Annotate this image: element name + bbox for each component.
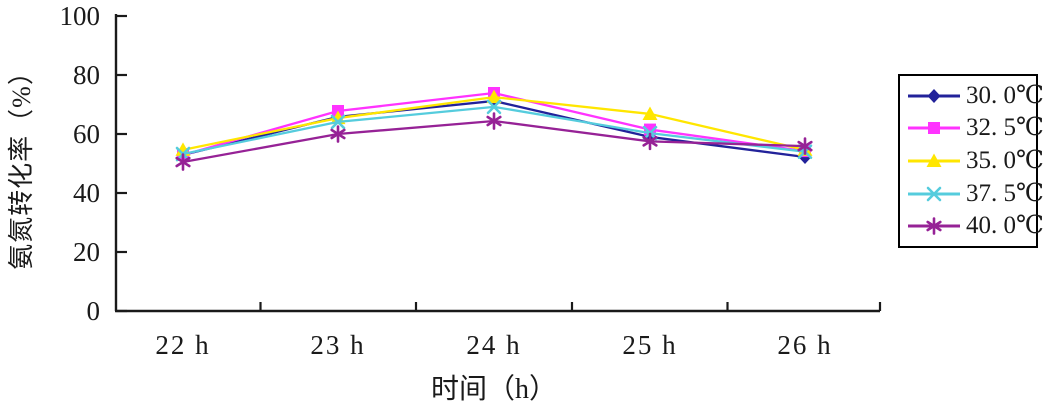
diamond-marker-icon — [927, 88, 941, 103]
triangle-marker-icon — [642, 106, 658, 120]
y-tick-label: 60 — [73, 119, 100, 149]
y-tick-label: 40 — [73, 178, 100, 208]
asterisk-marker-icon — [797, 137, 813, 155]
asterisk-marker-icon — [175, 153, 191, 171]
legend: 30. 0℃ 32. 5℃ 35. 0℃ 37. 5℃ 40. 0℃ — [898, 74, 1044, 248]
legend-key — [908, 217, 960, 236]
legend-key — [908, 153, 960, 167]
legend-label: 40. 0℃ — [966, 212, 1044, 240]
asterisk-marker-icon — [486, 112, 502, 130]
x-marker-icon — [926, 186, 942, 201]
x-axis-title: 时间（h） — [430, 374, 557, 403]
legend-label: 30. 0℃ — [966, 81, 1044, 109]
x-tick-label: 22 h — [155, 330, 211, 360]
asterisk-marker-icon — [330, 125, 346, 143]
legend-label: 32. 5℃ — [966, 114, 1044, 142]
legend-item-40C: 40. 0℃ — [906, 211, 1044, 241]
square-marker-icon — [928, 122, 940, 135]
legend-key — [908, 186, 960, 201]
y-tick-label: 100 — [59, 1, 101, 31]
x-tick-label: 26 h — [777, 330, 833, 360]
legend-item-37.5C: 37. 5℃ — [906, 179, 1044, 209]
legend-item-32.5C: 32. 5℃ — [906, 113, 1044, 143]
legend-item-30C: 30. 0℃ — [906, 81, 1044, 111]
x-marker-icon — [330, 114, 346, 130]
series-40C — [175, 112, 813, 171]
y-tick-label: 0 — [86, 296, 101, 326]
y-tick-label: 80 — [73, 60, 100, 90]
triangle-marker-icon — [486, 89, 502, 104]
x-tick-label: 23 h — [310, 330, 366, 360]
x-marker-icon — [486, 99, 502, 115]
y-tick-label: 20 — [73, 237, 100, 267]
y-axis-title: 氨氮转化率（%） — [7, 58, 36, 270]
legend-label: 35. 0℃ — [966, 146, 1044, 174]
legend-label: 37. 5℃ — [966, 179, 1044, 207]
x-tick-label: 24 h — [466, 330, 522, 360]
asterisk-marker-icon — [926, 217, 942, 236]
legend-item-35C: 35. 0℃ — [906, 146, 1044, 176]
legend-key — [908, 122, 960, 135]
x-tick-label: 25 h — [622, 330, 678, 360]
legend-key — [908, 88, 960, 103]
asterisk-marker-icon — [642, 132, 658, 151]
triangle-marker-icon — [926, 153, 942, 167]
